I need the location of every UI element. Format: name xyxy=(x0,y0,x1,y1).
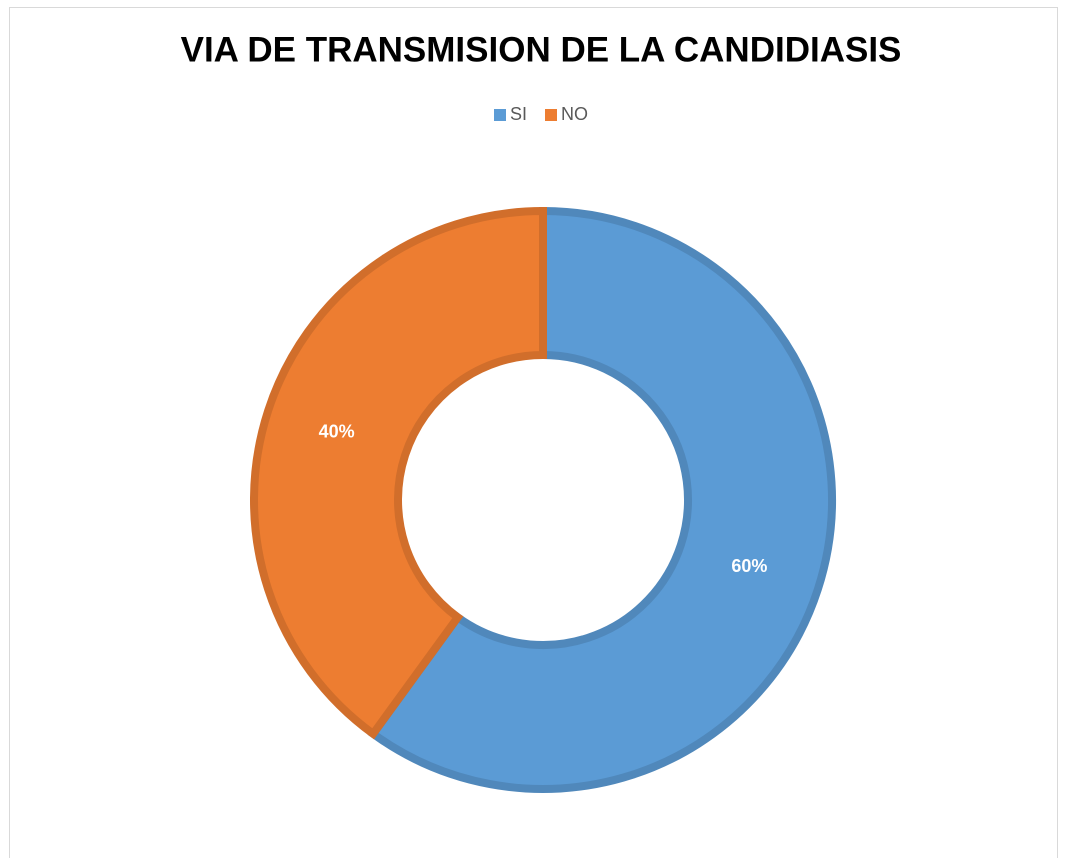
legend-label: SI xyxy=(510,104,527,124)
donut-slice xyxy=(367,206,836,793)
legend-label: NO xyxy=(561,104,588,124)
legend-swatch xyxy=(494,109,506,121)
chart-frame xyxy=(9,7,1058,858)
chart-title: VIA DE TRANSMISION DE LA CANDIDIASIS xyxy=(181,30,902,69)
data-label: 40% xyxy=(319,422,355,442)
data-label: 60% xyxy=(731,556,767,576)
legend-swatch xyxy=(545,109,557,121)
donut-slice xyxy=(250,206,547,740)
